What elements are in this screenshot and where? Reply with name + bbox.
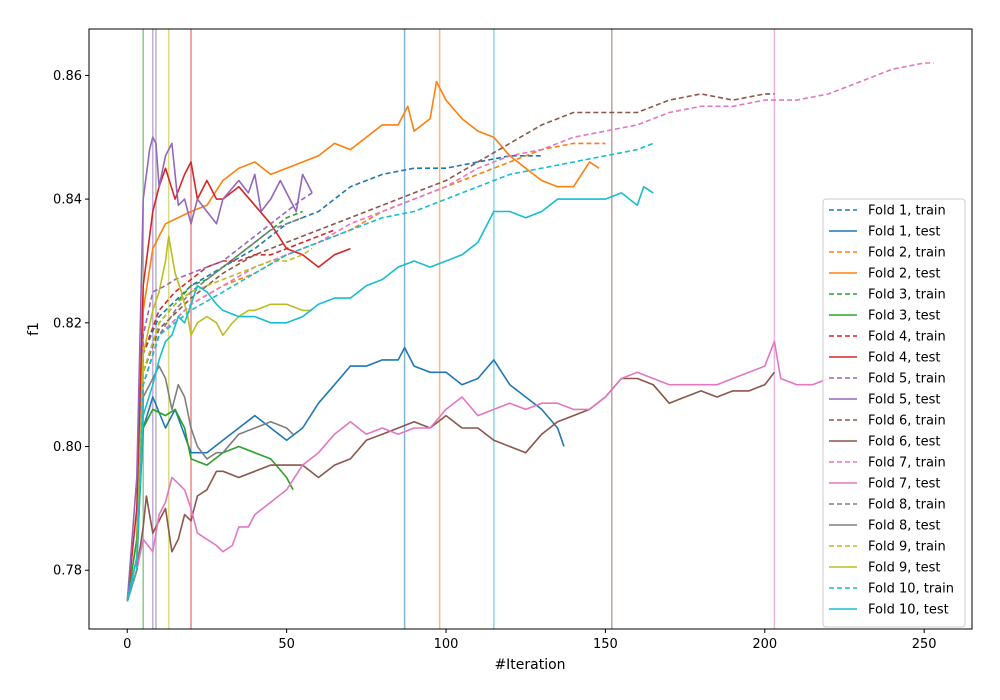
legend-label: Fold 2, test bbox=[868, 267, 940, 282]
legend-label: Fold 10, train bbox=[868, 582, 954, 597]
legend-label: Fold 8, train bbox=[868, 498, 946, 513]
y-tick-label: 0.84 bbox=[53, 193, 82, 208]
y-tick-label: 0.82 bbox=[53, 316, 82, 331]
series-line-fold-9-train bbox=[126, 247, 313, 602]
legend-label: Fold 6, test bbox=[868, 435, 940, 450]
legend-label: Fold 3, train bbox=[868, 288, 946, 303]
legend-label: Fold 1, test bbox=[868, 225, 940, 240]
y-axis: 0.78 0.80 0.82 0.84 0.86 bbox=[53, 69, 89, 579]
legend-label: Fold 5, test bbox=[868, 393, 940, 408]
series-line-fold-2-test bbox=[126, 80, 600, 602]
series-line-fold-9-test bbox=[126, 235, 313, 602]
legend-label: Fold 1, train bbox=[868, 204, 946, 219]
series-line-fold-8-test bbox=[126, 365, 294, 602]
x-tick-label: 50 bbox=[278, 637, 295, 652]
legend: Fold 1, train Fold 1, test Fold 2, train Fo… bbox=[822, 198, 966, 628]
series-line-fold-5-train bbox=[126, 192, 313, 602]
plot-frame bbox=[88, 28, 973, 630]
legend-label: Fold 8, test bbox=[868, 519, 940, 534]
y-tick-label: 0.80 bbox=[53, 440, 82, 455]
x-tick-label: 200 bbox=[752, 637, 777, 652]
series-line-fold-5-test bbox=[126, 136, 313, 602]
legend-box bbox=[822, 198, 966, 628]
legend-label: Fold 4, test bbox=[868, 351, 940, 366]
legend-label: Fold 7, test bbox=[868, 477, 940, 492]
x-tick-label: 0 bbox=[123, 637, 131, 652]
x-tick-label: 150 bbox=[593, 637, 618, 652]
series-line-fold-3-test bbox=[126, 408, 294, 602]
series-line-fold-7-test bbox=[126, 340, 829, 602]
legend-label: Fold 4, train bbox=[868, 330, 946, 345]
series-layer bbox=[126, 62, 934, 602]
y-tick-label: 0.78 bbox=[53, 564, 82, 579]
legend-label: Fold 7, train bbox=[868, 456, 946, 471]
legend-label: Fold 6, train bbox=[868, 414, 946, 429]
legend-label: Fold 3, test bbox=[868, 309, 940, 324]
y-axis-label: f1 bbox=[26, 322, 42, 336]
legend-label: Fold 9, train bbox=[868, 540, 946, 555]
series-line-fold-10-train bbox=[126, 142, 654, 602]
x-tick-label: 100 bbox=[434, 637, 459, 652]
legend-label: Fold 9, test bbox=[868, 561, 940, 576]
legend-label: Fold 2, train bbox=[868, 246, 946, 261]
legend-label: Fold 10, test bbox=[868, 603, 949, 618]
x-axis-label: #Iteration bbox=[494, 657, 565, 673]
x-tick-label: 250 bbox=[912, 637, 937, 652]
x-axis: 0 50 100 150 200 250 bbox=[123, 629, 937, 652]
series-line-fold-4-test bbox=[126, 161, 351, 602]
series-line-fold-6-train bbox=[126, 93, 775, 602]
y-tick-label: 0.86 bbox=[53, 69, 82, 84]
series-line-fold-10-test bbox=[126, 185, 654, 602]
series-line-fold-7-train bbox=[126, 62, 934, 602]
legend-label: Fold 5, train bbox=[868, 372, 946, 387]
